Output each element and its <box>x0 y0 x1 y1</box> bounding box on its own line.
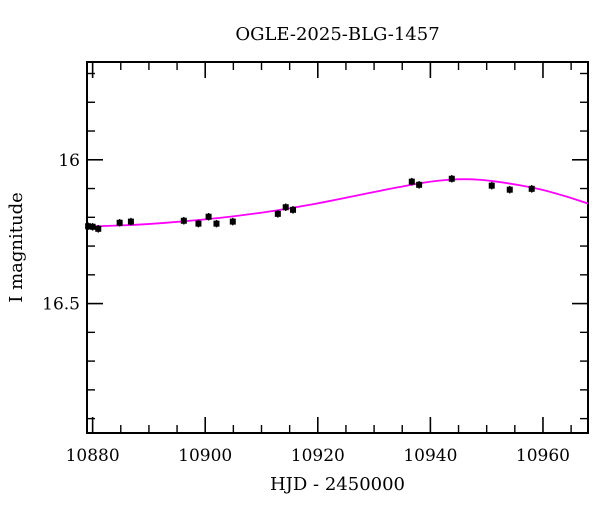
y-axis-label: I magnitude <box>6 192 27 303</box>
data-point <box>89 223 96 230</box>
data-point <box>290 206 297 213</box>
y-tick-labels: 16 16.5 <box>42 151 80 315</box>
data-point <box>195 220 202 227</box>
data-point <box>448 175 455 182</box>
data-point <box>85 223 92 230</box>
data-point <box>116 219 123 226</box>
plot-frame <box>86 61 589 434</box>
y-tick-label: 16 <box>58 151 80 171</box>
x-tick-label: 10880 <box>66 446 120 466</box>
data-point <box>213 220 220 227</box>
x-tick-label: 10960 <box>516 446 570 466</box>
data-point <box>229 218 236 225</box>
model-curve <box>86 178 589 228</box>
axis-ticks <box>87 62 588 433</box>
data-point <box>205 213 212 220</box>
x-tick-labels: 10880 10900 10920 10940 10960 <box>66 446 570 466</box>
data-point <box>416 181 423 188</box>
data-point <box>408 178 415 185</box>
x-axis-label: HJD - 2450000 <box>270 474 405 495</box>
data-point <box>528 185 535 192</box>
x-tick-label: 10900 <box>178 446 232 466</box>
data-point <box>506 186 513 193</box>
chart-title: OGLE-2025-BLG-1457 <box>235 24 439 45</box>
data-point <box>488 182 495 189</box>
data-point <box>95 225 102 232</box>
data-point <box>127 218 134 225</box>
y-tick-label: 16.5 <box>42 295 80 315</box>
data-point <box>180 217 187 224</box>
x-tick-label: 10920 <box>291 446 345 466</box>
data-point <box>274 210 281 217</box>
data-point <box>282 204 289 211</box>
x-tick-label: 10940 <box>403 446 457 466</box>
data-points <box>85 175 535 233</box>
